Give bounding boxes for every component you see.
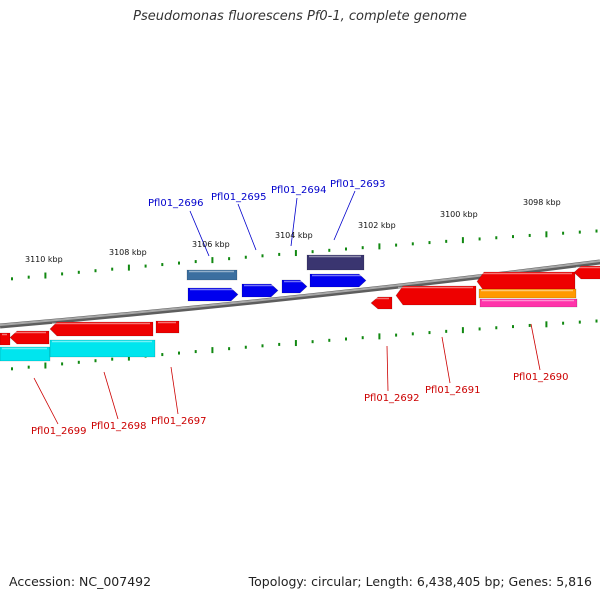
- callout-line: [333, 190, 356, 241]
- tick-label: 3108 kbp: [109, 248, 147, 257]
- gene-label-Pfl01_2691: Pfl01_2691: [425, 385, 481, 396]
- tick-label: 3100 kbp: [440, 210, 478, 219]
- callout-line: [441, 336, 451, 384]
- tick-label: 3104 kbp: [275, 231, 313, 240]
- callout-line: [290, 197, 298, 247]
- gene-Pfl01_2697: [155, 320, 180, 334]
- callout-line: [530, 323, 541, 371]
- gene-label-Pfl01_2696: Pfl01_2696: [148, 198, 204, 209]
- gene-Pfl01_2695: [241, 283, 279, 298]
- gene-Pfl01_2698-cyan: [49, 339, 156, 358]
- accession-text: Accession: NC_007492: [9, 574, 152, 589]
- tick-label: 3098 kbp: [523, 198, 561, 207]
- callout-line: [237, 203, 257, 251]
- gene-Pfl01_2690: [476, 271, 576, 292]
- gene-left-edge: [0, 332, 11, 346]
- gene-label-Pfl01_2693: Pfl01_2693: [330, 179, 386, 190]
- tick-label: 3102 kbp: [358, 221, 396, 230]
- genome-summary-text: Topology: circular; Length: 6,438,405 bp…: [248, 574, 592, 589]
- gene-Pfl01_2699-cyan: [0, 346, 51, 362]
- gene-label-Pfl01_2694: Pfl01_2694: [271, 185, 327, 196]
- callout-line: [189, 210, 210, 257]
- gene-Pfl01_2691: [395, 285, 477, 306]
- gene-Pfl01_2699: [9, 330, 50, 345]
- gene-Pfl01_2692: [370, 296, 393, 310]
- gene-Pfl01_2690-orange: [478, 288, 577, 299]
- gene-label-Pfl01_2695: Pfl01_2695: [211, 192, 267, 203]
- gene-callouts: Pfl01_2696 Pfl01_2695 Pfl01_2694Pfl01_2693…: [31, 179, 569, 437]
- gene-label-Pfl01_2690: Pfl01_2690: [513, 372, 569, 383]
- tick-label: 3110 kbp: [25, 255, 63, 264]
- gene-Pfl01_2698: [49, 321, 154, 337]
- gene-label-Pfl01_2698: Pfl01_2698: [91, 421, 147, 432]
- gene-features: [0, 254, 600, 362]
- callout-line: [103, 371, 119, 420]
- tick-track-top: [11, 229, 598, 281]
- gene-Pfl01_2696-block: [186, 269, 238, 281]
- gene-right-edge: [573, 265, 600, 280]
- tick-labels: 3110 kbp 3108 kbp 3106 kbp 3104 kbp 3102 kbp…: [25, 198, 561, 264]
- backbone-highlight: [0, 260, 600, 326]
- gene-Pfl01_2694: [281, 279, 308, 294]
- callout-line: [170, 366, 179, 415]
- gene-label-Pfl01_2699: Pfl01_2699: [31, 426, 87, 437]
- map-title: Pseudomonas fluorescens Pf0-1, complete …: [133, 9, 467, 24]
- gene-Pfl01_2693-block: [306, 254, 365, 271]
- callout-line: [386, 345, 389, 392]
- tick-label: 3106 kbp: [192, 240, 230, 249]
- gene-label-Pfl01_2692: Pfl01_2692: [364, 393, 420, 404]
- gene-Pfl01_2696: [187, 287, 239, 302]
- gene-label-Pfl01_2697: Pfl01_2697: [151, 416, 207, 427]
- gene-Pfl01_2693: [309, 273, 367, 288]
- gene-Pfl01_2690-magenta: [479, 298, 578, 308]
- callout-line: [33, 377, 59, 425]
